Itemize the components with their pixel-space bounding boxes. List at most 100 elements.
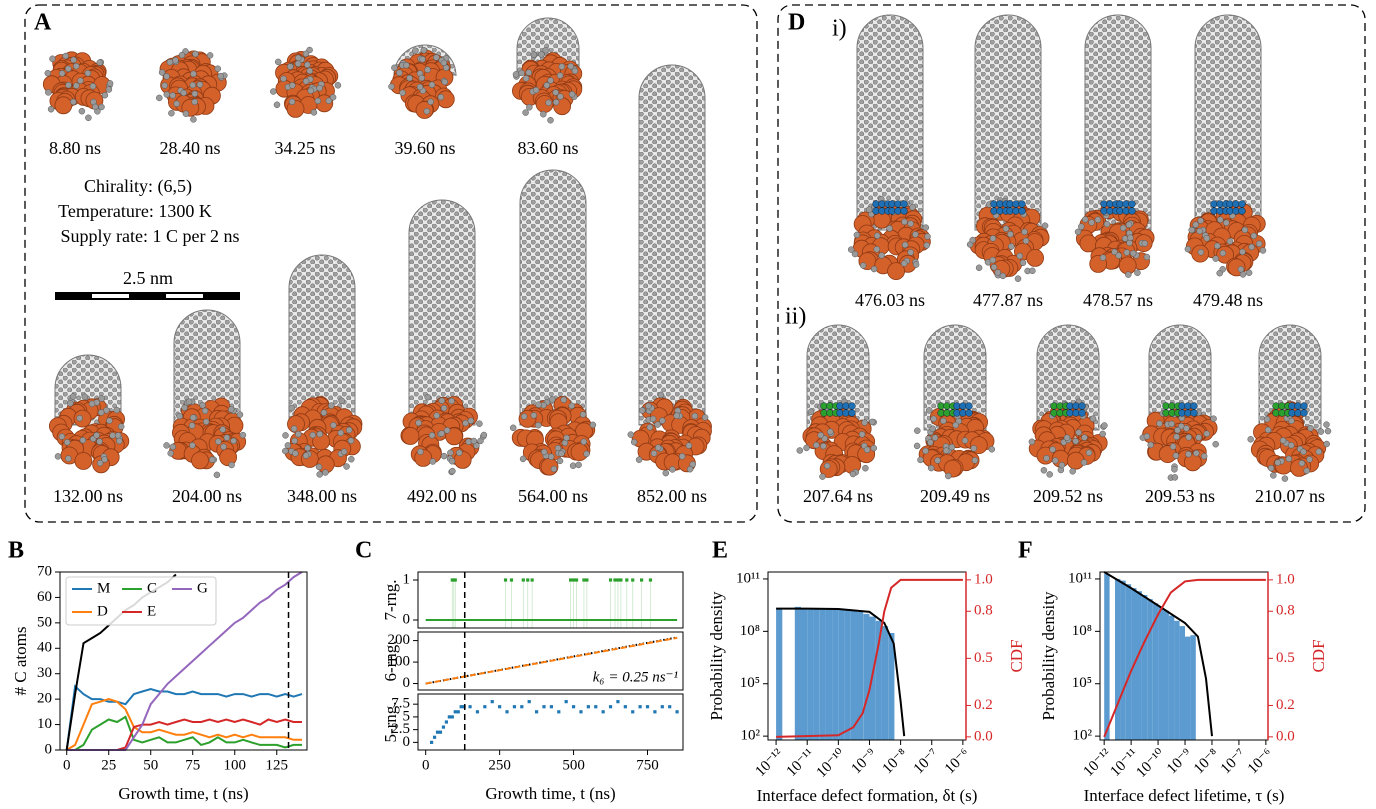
- carbon-atom: [1127, 235, 1133, 241]
- carbon-atom: [1265, 427, 1271, 433]
- carbon-atom: [308, 88, 314, 94]
- point: [457, 710, 460, 713]
- histogram-bar: [882, 626, 888, 740]
- carbon-atom: [1304, 468, 1310, 474]
- carbon-atom: [1223, 220, 1229, 226]
- carbon-atom: [274, 102, 280, 108]
- carbon-atom: [80, 437, 86, 443]
- carbon-atom: [311, 109, 317, 115]
- point: [575, 578, 578, 581]
- carbon-atom: [1134, 270, 1140, 276]
- carbon-atom: [168, 450, 174, 456]
- carbon-atom: [510, 425, 516, 431]
- carbon-atom: [191, 71, 197, 77]
- catalyst-atom: [192, 452, 209, 469]
- y-tick-label: 10⁸: [740, 623, 760, 639]
- y-tick-label: 10⁸: [1072, 623, 1092, 639]
- carbon-atom: [45, 70, 51, 76]
- point: [609, 705, 612, 708]
- carbon-atom: [1126, 222, 1132, 228]
- histogram-bar: [1142, 595, 1147, 740]
- time-label: 8.80 ns: [49, 138, 101, 158]
- carbon-atom: [914, 443, 920, 449]
- carbon-atom: [972, 457, 978, 463]
- defect-atom: [1191, 410, 1198, 417]
- carbon-atom: [289, 405, 295, 411]
- time-label: 210.07 ns: [1255, 486, 1325, 506]
- carbon-atom: [1280, 438, 1286, 444]
- carbon-atom: [1175, 427, 1181, 433]
- carbon-atom: [927, 439, 933, 445]
- carbon-atom: [1078, 224, 1084, 230]
- carbon-atom: [330, 422, 336, 428]
- carbon-atom: [63, 53, 69, 59]
- x-tick-label: 10⁻⁷: [1218, 746, 1249, 777]
- carbon-atom: [945, 473, 951, 479]
- point: [522, 578, 525, 581]
- time-label: 348.00 ns: [287, 486, 357, 506]
- carbon-atom: [439, 431, 445, 437]
- defect-atom: [901, 208, 908, 215]
- carbon-atom: [231, 438, 237, 444]
- carbon-atom: [1282, 476, 1288, 482]
- carbon-atom: [425, 394, 431, 400]
- carbon-atom: [1029, 268, 1035, 274]
- carbon-atom: [174, 101, 180, 107]
- x-tick-label: 10⁻⁸: [1191, 746, 1222, 777]
- carbon-atom: [317, 471, 323, 477]
- carbon-atom: [930, 426, 936, 432]
- carbon-atom: [471, 438, 477, 444]
- page: { "panel_a": {"label": "A", "top_times":…: [0, 0, 1376, 809]
- y-tick-label: 0.0: [1276, 728, 1295, 744]
- carbon-atom: [818, 432, 824, 438]
- carbon-atom: [540, 111, 546, 117]
- carbon-atom: [346, 427, 352, 433]
- catalyst-atom: [1119, 257, 1136, 274]
- point: [436, 731, 439, 734]
- carbon-atom: [97, 439, 103, 445]
- carbon-atom: [190, 82, 196, 88]
- nanotube: [639, 65, 705, 425]
- carbon-atom: [827, 429, 833, 435]
- carbon-atom: [181, 90, 187, 96]
- carbon-atom: [871, 445, 877, 451]
- carbon-atom: [344, 464, 350, 470]
- time-label: 28.40 ns: [159, 138, 220, 158]
- x-tick-label: 10⁻⁶: [1245, 746, 1276, 777]
- info-text: Chirality: (6,5): [84, 176, 192, 197]
- carbon-atom: [570, 463, 576, 469]
- histogram-bar: [863, 614, 869, 740]
- histogram-bar: [832, 609, 838, 740]
- point: [594, 705, 597, 708]
- defect-atom: [1301, 403, 1308, 410]
- carbon-atom: [118, 424, 124, 430]
- scale-bar-segment: [166, 294, 203, 298]
- carbon-atom: [1130, 250, 1136, 256]
- carbon-atom: [48, 106, 54, 112]
- carbon-atom: [962, 438, 968, 444]
- y-axis-label: Probability density: [707, 591, 726, 720]
- point: [505, 710, 508, 713]
- carbon-atom: [348, 456, 354, 462]
- carbon-atom: [71, 57, 77, 63]
- y-tick-label: 20: [37, 691, 52, 707]
- carbon-atom: [1144, 254, 1150, 260]
- time-label: 209.52 ns: [1033, 486, 1103, 506]
- carbon-atom: [820, 474, 826, 480]
- carbon-atom: [292, 438, 298, 444]
- carbon-atom: [1256, 241, 1262, 247]
- carbon-atom: [389, 84, 395, 90]
- time-label: 34.25 ns: [274, 138, 335, 158]
- panel-label: D: [788, 10, 805, 36]
- carbon-atom: [1050, 447, 1056, 453]
- carbon-atom: [1169, 421, 1175, 427]
- carbon-atom: [808, 409, 814, 415]
- carbon-atom: [65, 456, 71, 462]
- carbon-atom: [439, 398, 445, 404]
- carbon-atom: [553, 90, 559, 96]
- carbon-atom: [935, 458, 941, 464]
- panel-label: E: [712, 538, 728, 564]
- info-text: Temperature: 1300 K: [58, 201, 212, 221]
- y-tick-label: 10⁵: [740, 675, 760, 691]
- carbon-atom: [1186, 451, 1192, 457]
